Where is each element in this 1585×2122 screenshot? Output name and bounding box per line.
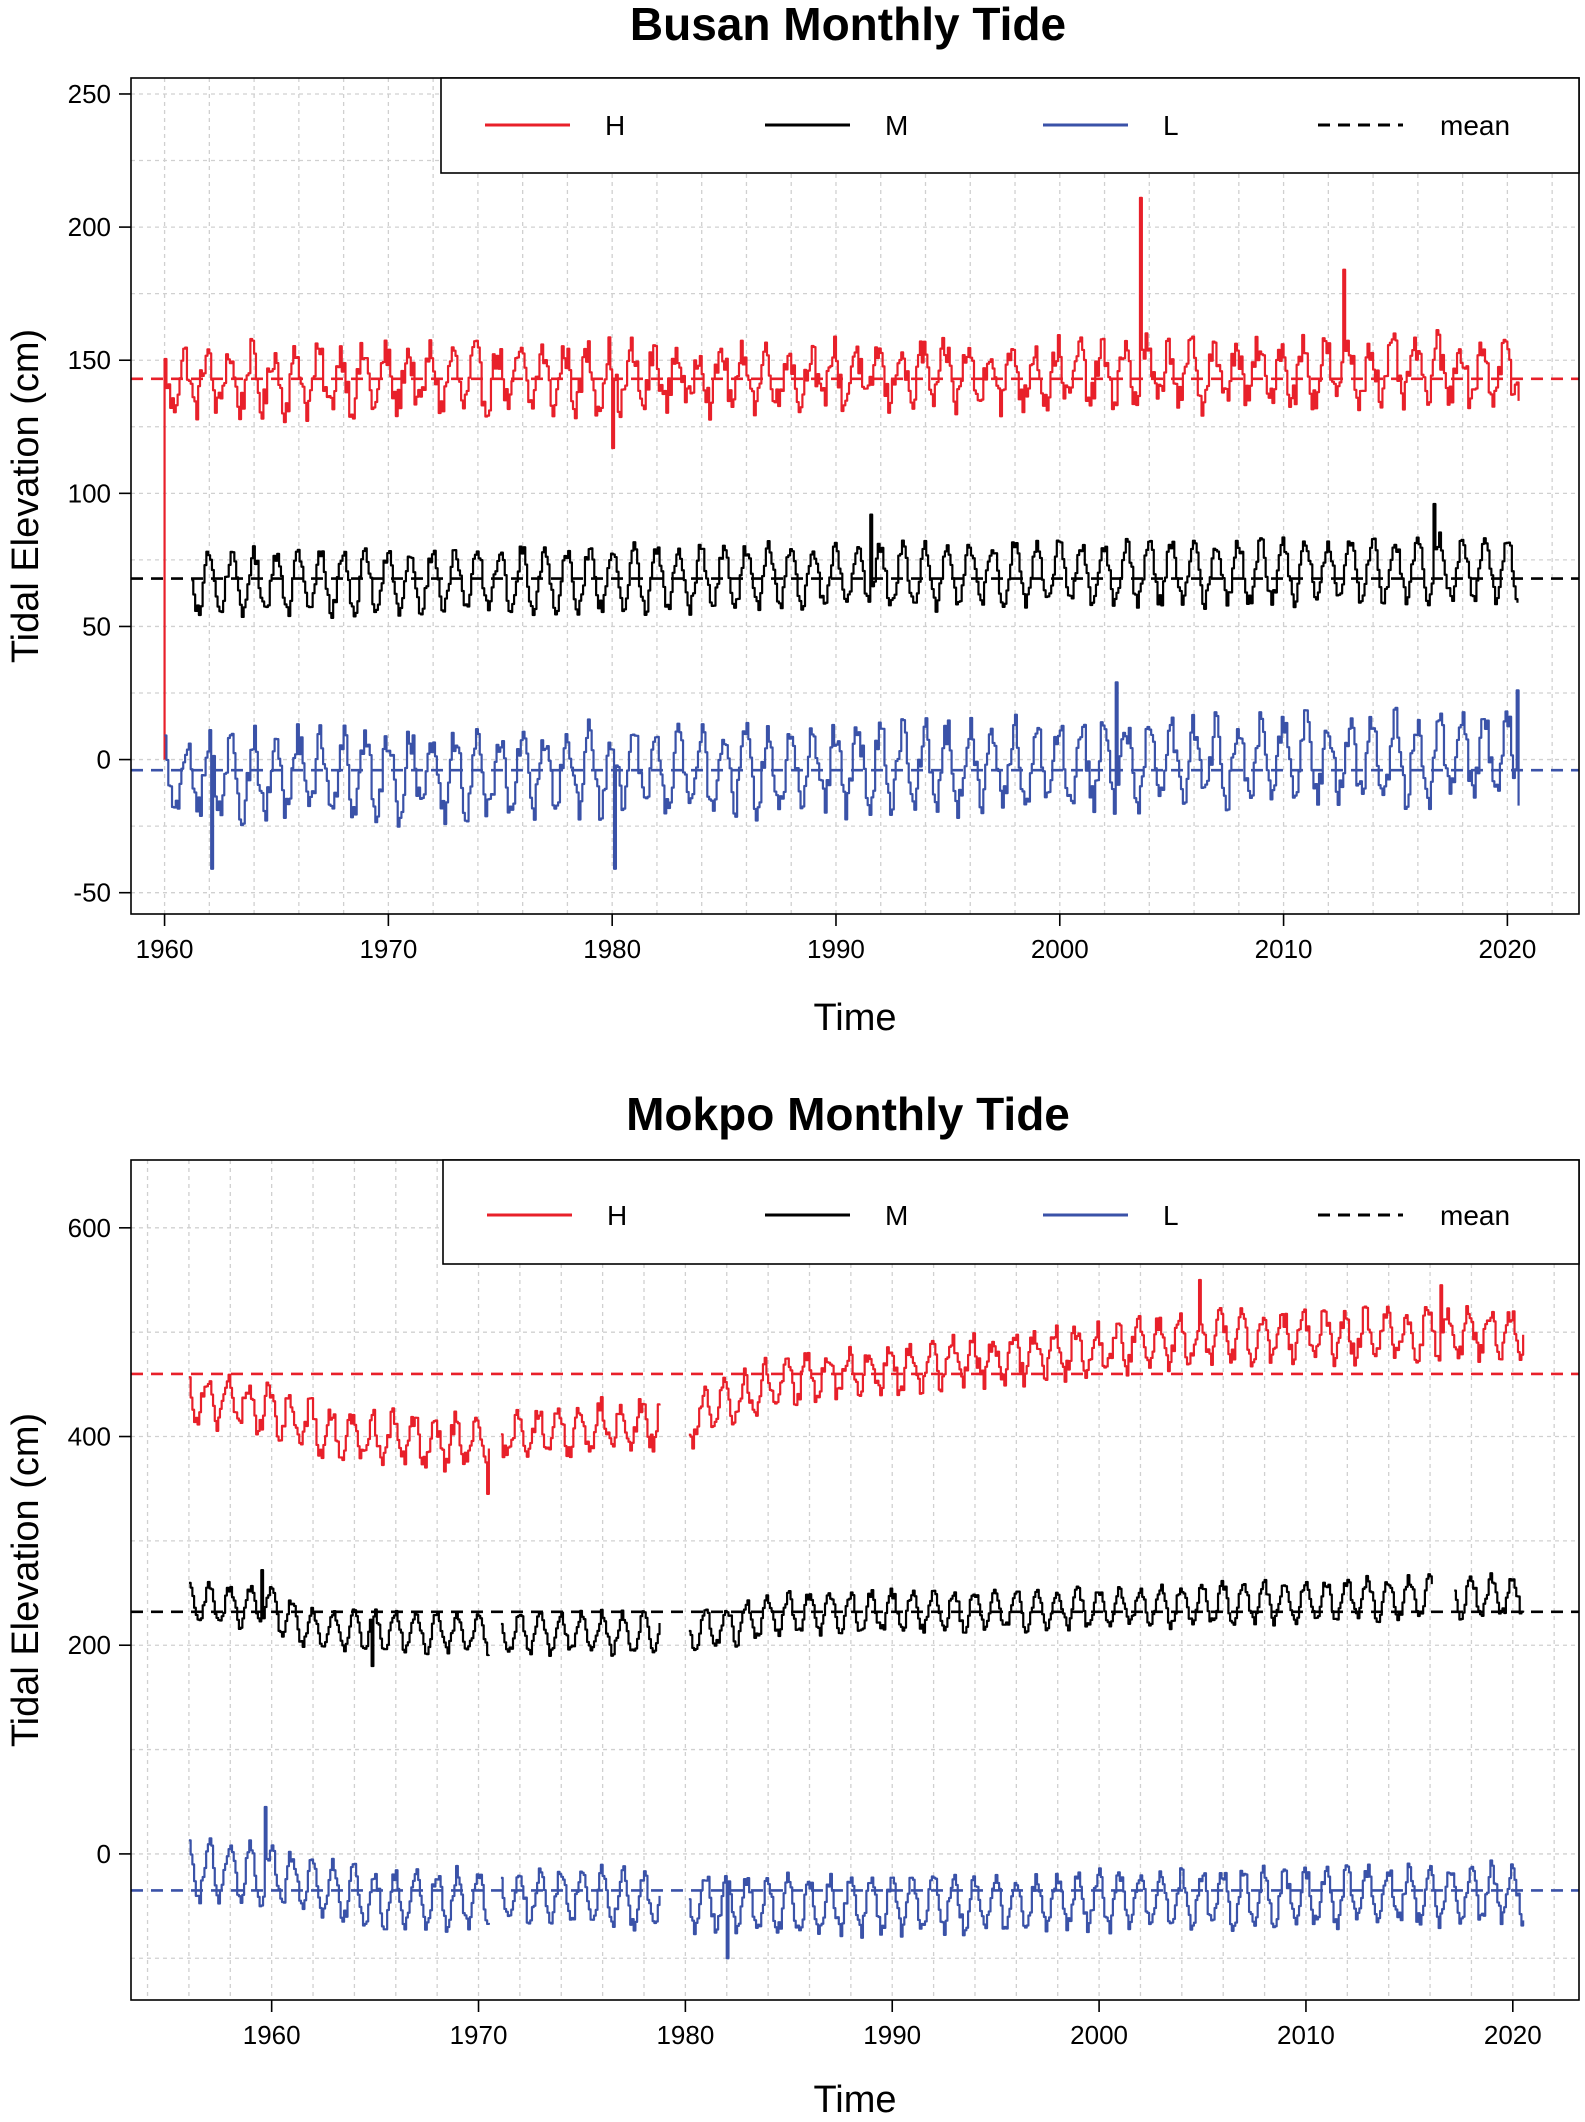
x-tick-label: 1980 (583, 934, 641, 964)
y-tick-label: -50 (73, 878, 111, 908)
grid (131, 78, 1579, 914)
series-line-M (188, 1568, 1525, 1668)
y-tick-label: 250 (68, 79, 111, 109)
y-tick-label: 200 (68, 1630, 111, 1660)
series-line-H (188, 1278, 1525, 1496)
x-tick-label: 2000 (1070, 2020, 1128, 2050)
x-tick-label: 1970 (359, 934, 417, 964)
x-tick-label: 2020 (1478, 934, 1536, 964)
y-axis: -50 0 50 100 150 200 250 (68, 79, 131, 908)
y-tick-label: 0 (97, 745, 111, 775)
y-tick-label: 0 (97, 1839, 111, 1869)
x-tick-label: 2020 (1484, 2020, 1542, 2050)
x-tick-label: 2010 (1255, 934, 1313, 964)
grid (131, 1160, 1579, 2000)
x-tick-label: 1980 (656, 2020, 714, 2050)
plot-area (131, 196, 1579, 870)
x-tick-label: 1970 (450, 2020, 508, 2050)
legend: H M L mean (442, 1159, 1580, 1265)
x-tick-label: 1960 (136, 934, 194, 964)
x-tick-label: 1990 (807, 934, 865, 964)
x-axis: 1960 1970 1980 1990 2000 2010 2020 (243, 2000, 1542, 2050)
legend-label-L: L (1163, 1200, 1179, 1231)
legend-label-mean: mean (1440, 110, 1510, 141)
mokpo-chart: Mokpo Monthly Tide 1960 1970 1980 1990 2000 2… (5, 1088, 1580, 2121)
x-axis-title: Time (813, 997, 896, 1039)
legend-label-H: H (605, 110, 625, 141)
y-axis: 0 200 400 600 (68, 1213, 131, 1869)
x-tick-label: 2010 (1277, 2020, 1335, 2050)
chart-title: Busan Monthly Tide (630, 0, 1066, 50)
plot-area (131, 1278, 1579, 1960)
legend-label-L: L (1163, 110, 1179, 141)
x-tick-label: 1990 (863, 2020, 921, 2050)
y-tick-label: 400 (68, 1422, 111, 1452)
y-axis-title: Tidal Elevation (cm) (5, 1413, 47, 1747)
series-line-H (163, 196, 1520, 760)
x-axis-title: Time (813, 2079, 896, 2121)
legend-label-M: M (885, 1200, 908, 1231)
legend-box (442, 1159, 1580, 1265)
series-line-L (188, 1805, 1525, 1960)
y-tick-label: 200 (68, 212, 111, 242)
x-tick-label: 2000 (1031, 934, 1089, 964)
y-tick-label: 100 (68, 478, 111, 508)
legend-label-M: M (885, 110, 908, 141)
y-tick-label: 600 (68, 1213, 111, 1243)
plot-frame (130, 1159, 1580, 2001)
x-tick-label: 1960 (243, 2020, 301, 2050)
series-line-L (164, 681, 1520, 870)
legend-label-mean: mean (1440, 1200, 1510, 1231)
y-axis-title: Tidal Elevation (cm) (5, 329, 47, 663)
y-tick-label: 50 (82, 611, 111, 641)
series-line-M (191, 502, 1519, 620)
busan-chart: Busan Monthly Tide 1960 1970 1980 1990 2000 2… (5, 0, 1580, 1039)
legend: H M L mean (440, 77, 1580, 174)
y-tick-label: 150 (68, 345, 111, 375)
x-axis: 1960 1970 1980 1990 2000 2010 2020 (136, 914, 1536, 964)
legend-label-H: H (607, 1200, 627, 1231)
chart-title: Mokpo Monthly Tide (626, 1088, 1070, 1140)
